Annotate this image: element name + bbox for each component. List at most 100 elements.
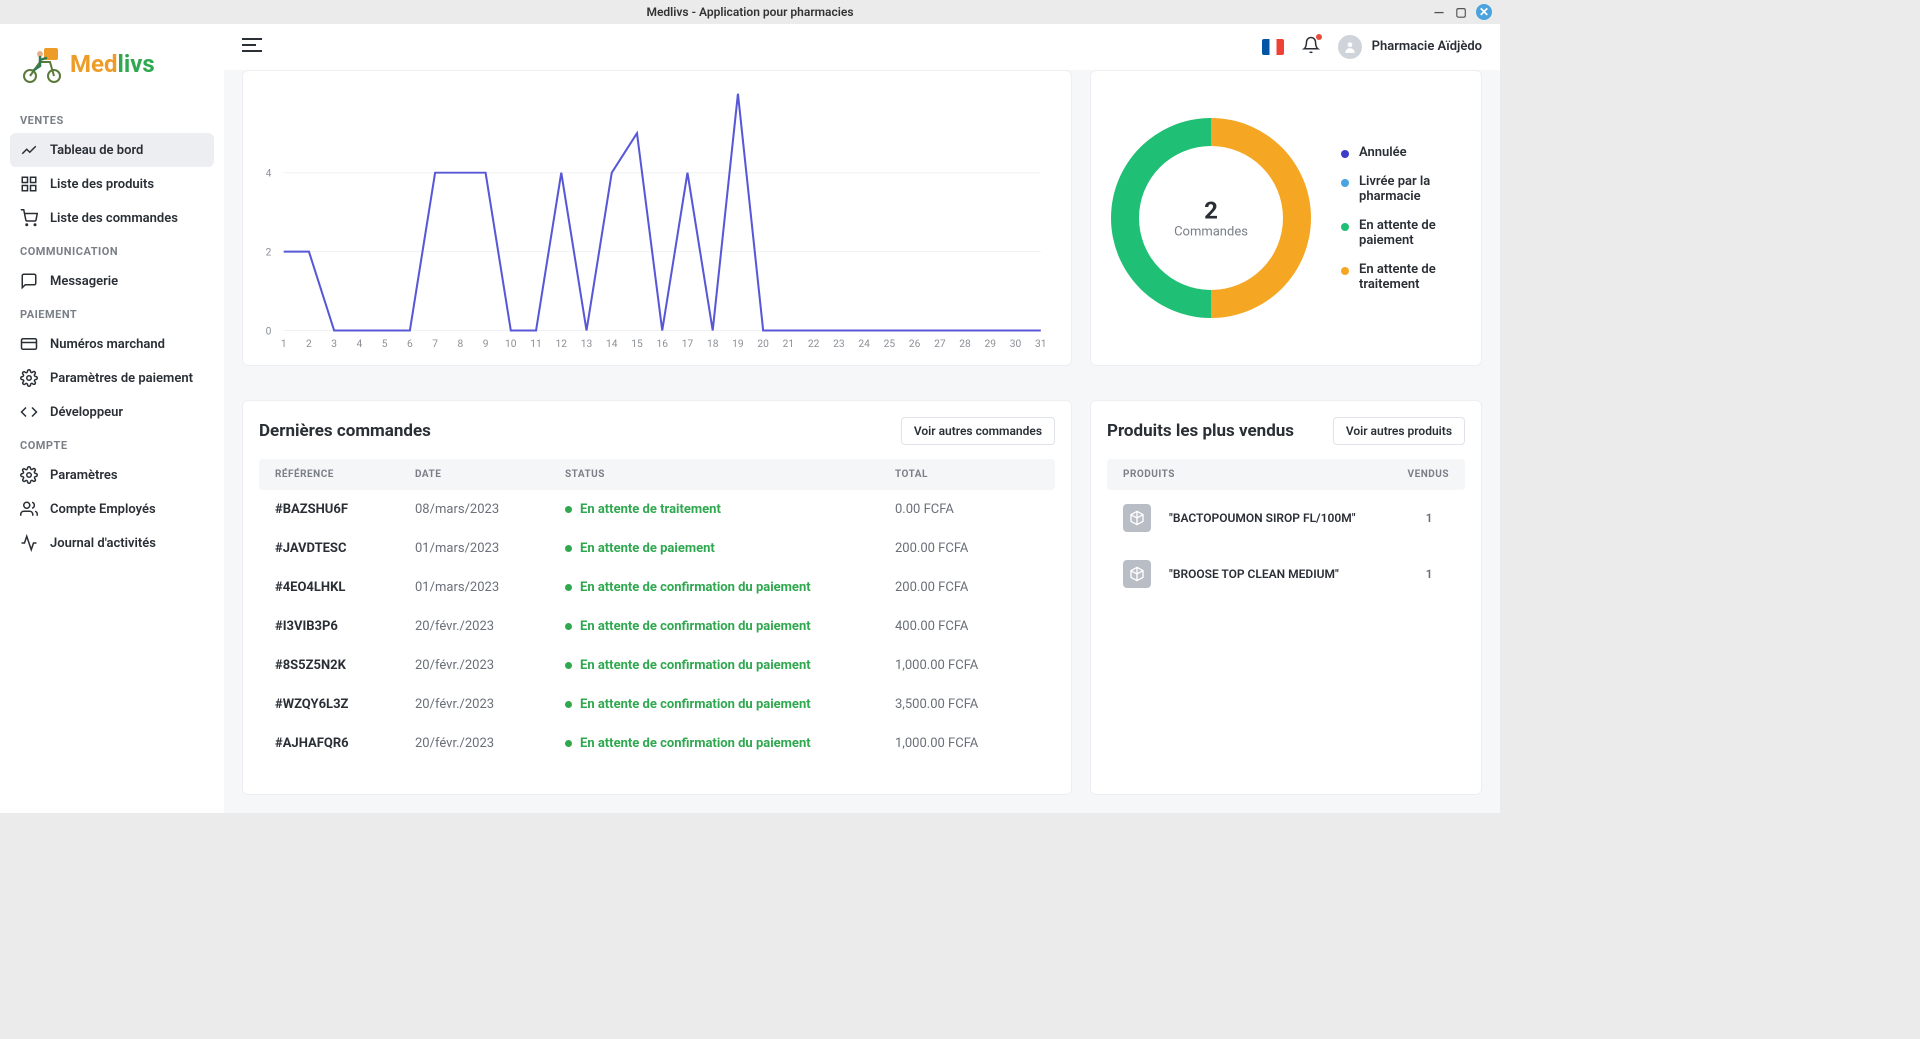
table-row[interactable]: #8S5Z5N2K 20/févr./2023 En attente de co… xyxy=(259,646,1055,685)
sidebar-item[interactable]: Liste des produits xyxy=(10,167,214,201)
svg-text:28: 28 xyxy=(959,339,971,350)
svg-text:17: 17 xyxy=(682,339,694,350)
table-row[interactable]: #I3VIB3P6 20/févr./2023 En attente de co… xyxy=(259,607,1055,646)
orders-donut-chart: 2 Commandes Annulée Livrée par la pharmac… xyxy=(1090,70,1482,366)
sidebar-item-label: Tableau de bord xyxy=(50,143,143,158)
svg-text:9: 9 xyxy=(483,339,489,350)
svg-text:22: 22 xyxy=(808,339,820,350)
legend-label: Annulée xyxy=(1359,145,1407,160)
sidebar-item[interactable]: Numéros marchand xyxy=(10,327,214,361)
svg-text:18: 18 xyxy=(707,339,719,350)
legend-item: En attente de paiement xyxy=(1341,218,1461,248)
donut-label: Commandes xyxy=(1174,225,1248,240)
order-total: 0.00 FCFA xyxy=(895,502,1039,517)
gear-icon xyxy=(20,466,38,484)
table-row[interactable]: "BROOSE TOP CLEAN MEDIUM" 1 xyxy=(1107,546,1465,602)
sidebar-item[interactable]: Compte Employés xyxy=(10,492,214,526)
svg-text:4: 4 xyxy=(266,169,272,180)
products-table-header: PRODUITS VENDUS xyxy=(1107,459,1465,490)
sidebar-section-label: PAIEMENT xyxy=(10,298,214,327)
logo-text: Medlivs xyxy=(70,50,155,78)
svg-text:25: 25 xyxy=(884,339,896,350)
order-total: 1,000.00 FCFA xyxy=(895,658,1039,673)
order-ref: #I3VIB3P6 xyxy=(275,619,415,634)
topbar: Pharmacie Aïdjèdo xyxy=(224,24,1500,70)
sidebar-item[interactable]: Messagerie xyxy=(10,264,214,298)
status-dot-icon xyxy=(565,740,572,747)
status-dot-icon xyxy=(565,701,572,708)
notification-dot-icon xyxy=(1316,34,1322,40)
sidebar-item-label: Liste des produits xyxy=(50,177,154,192)
svg-text:23: 23 xyxy=(833,339,844,350)
package-icon xyxy=(1123,504,1151,532)
order-status: En attente de paiement xyxy=(565,541,895,556)
svg-text:12: 12 xyxy=(556,339,568,350)
window-close-button[interactable]: ✕ xyxy=(1476,4,1492,20)
sidebar-item[interactable]: Paramètres de paiement xyxy=(10,361,214,395)
order-date: 01/mars/2023 xyxy=(415,541,565,556)
window-titlebar: Medlivs - Application pour pharmacies － … xyxy=(0,0,1500,24)
notifications-button[interactable] xyxy=(1302,36,1320,58)
sidebar-item[interactable]: Développeur xyxy=(10,395,214,429)
code-icon xyxy=(20,403,38,421)
order-status: En attente de confirmation du paiement xyxy=(565,658,895,673)
svg-text:5: 5 xyxy=(382,339,388,350)
view-more-orders-button[interactable]: Voir autres commandes xyxy=(901,417,1055,445)
svg-text:4: 4 xyxy=(357,339,363,350)
order-status: En attente de confirmation du paiement xyxy=(565,619,895,634)
table-row[interactable]: #4EO4LHKL 01/mars/2023 En attente de con… xyxy=(259,568,1055,607)
svg-text:27: 27 xyxy=(934,339,946,350)
svg-text:6: 6 xyxy=(407,339,413,350)
legend-item: Livrée par la pharmacie xyxy=(1341,174,1461,204)
language-flag-icon[interactable] xyxy=(1262,39,1284,55)
svg-text:10: 10 xyxy=(505,339,517,350)
svg-text:8: 8 xyxy=(457,339,463,350)
order-date: 20/févr./2023 xyxy=(415,619,565,634)
table-row[interactable]: "BACTOPOUMON SIROP FL/100M" 1 xyxy=(1107,490,1465,546)
cart-icon xyxy=(20,209,38,227)
table-row[interactable]: #BAZSHU6F 08/mars/2023 En attente de tra… xyxy=(259,490,1055,529)
svg-text:2: 2 xyxy=(306,339,312,350)
sidebar-item[interactable]: Journal d'activités xyxy=(10,526,214,560)
table-row[interactable]: #AJHAFQR6 20/févr./2023 En attente de co… xyxy=(259,724,1055,763)
order-date: 08/mars/2023 xyxy=(415,502,565,517)
package-icon xyxy=(1123,560,1151,588)
logo[interactable]: Medlivs xyxy=(10,34,214,104)
donut-value: 2 xyxy=(1174,197,1248,225)
svg-text:15: 15 xyxy=(631,339,643,350)
trend-icon xyxy=(20,141,38,159)
window-minimize-button[interactable]: － xyxy=(1432,5,1446,19)
legend-item: Annulée xyxy=(1341,145,1461,160)
sidebar: Medlivs VENTESTableau de bordListe des p… xyxy=(0,24,224,813)
product-sold: 1 xyxy=(1409,511,1449,525)
legend-dot-icon xyxy=(1341,223,1349,231)
order-status: En attente de confirmation du paiement xyxy=(565,697,895,712)
sidebar-section-label: COMPTE xyxy=(10,429,214,458)
order-date: 01/mars/2023 xyxy=(415,580,565,595)
window-maximize-button[interactable]: ▢ xyxy=(1454,5,1468,19)
sidebar-item-label: Compte Employés xyxy=(50,502,156,517)
sidebar-item[interactable]: Tableau de bord xyxy=(10,133,214,167)
avatar-icon xyxy=(1338,35,1362,59)
latest-orders-card: Dernières commandes Voir autres commande… xyxy=(242,400,1072,796)
activity-icon xyxy=(20,534,38,552)
orders-title: Dernières commandes xyxy=(259,421,431,441)
legend-label: En attente de traitement xyxy=(1359,262,1461,292)
view-more-products-button[interactable]: Voir autres produits xyxy=(1333,417,1465,445)
table-row[interactable]: #JAVDTESC 01/mars/2023 En attente de pai… xyxy=(259,529,1055,568)
svg-text:21: 21 xyxy=(783,339,794,350)
svg-text:16: 16 xyxy=(656,339,668,350)
svg-text:20: 20 xyxy=(757,339,769,350)
menu-toggle-button[interactable] xyxy=(242,37,262,56)
user-menu[interactable]: Pharmacie Aïdjèdo xyxy=(1338,35,1482,59)
svg-text:1: 1 xyxy=(281,339,287,350)
svg-text:30: 30 xyxy=(1010,339,1022,350)
grid-icon xyxy=(20,175,38,193)
sidebar-item[interactable]: Paramètres xyxy=(10,458,214,492)
sidebar-item[interactable]: Liste des commandes xyxy=(10,201,214,235)
card-icon xyxy=(20,335,38,353)
legend-label: Livrée par la pharmacie xyxy=(1359,174,1461,204)
table-row[interactable]: #WZQY6L3Z 20/févr./2023 En attente de co… xyxy=(259,685,1055,724)
svg-text:0: 0 xyxy=(266,327,272,338)
main-area: Pharmacie Aïdjèdo 0241234567891011121314… xyxy=(224,24,1500,813)
